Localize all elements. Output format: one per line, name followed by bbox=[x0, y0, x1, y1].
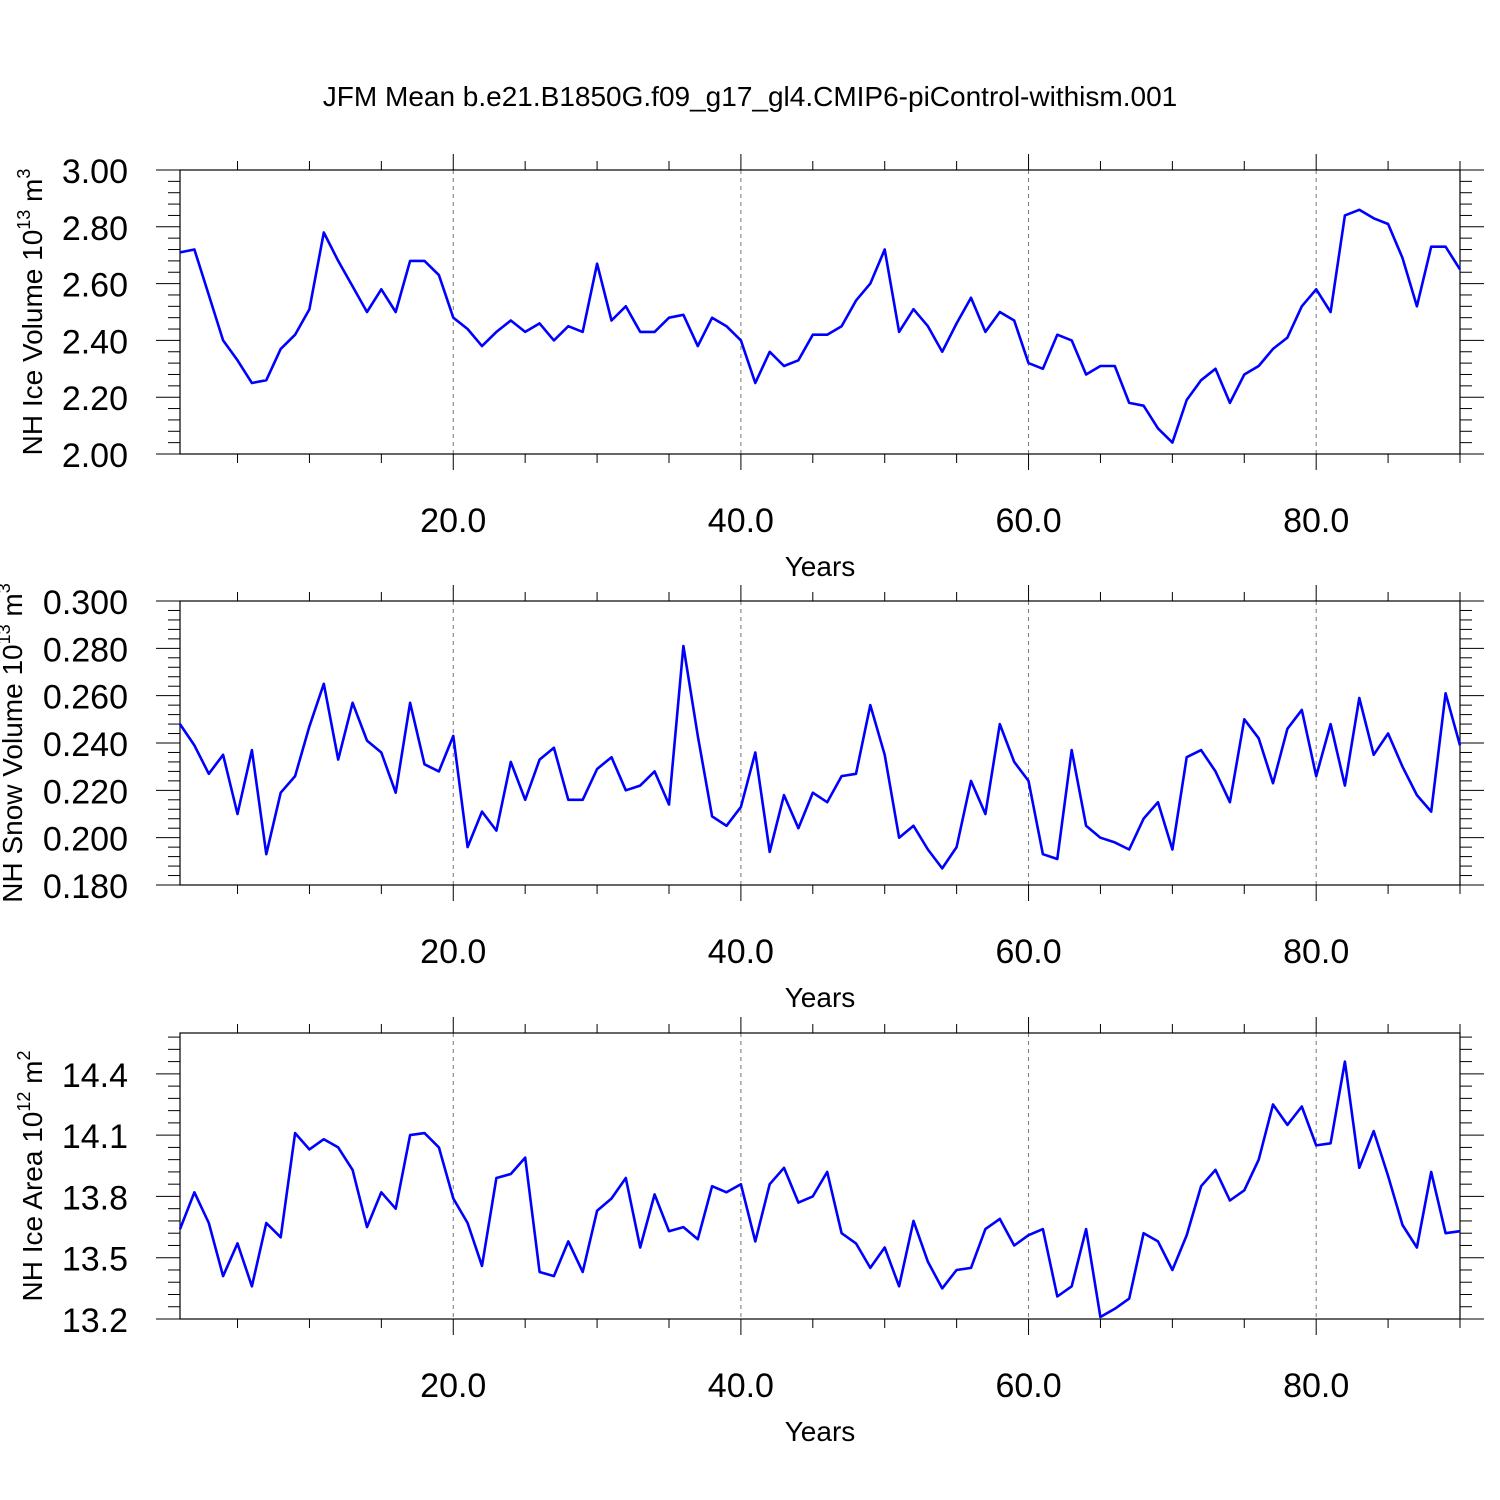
x-tick-label: 60.0 bbox=[995, 502, 1061, 540]
series-line bbox=[178, 1060, 1461, 1319]
y-tick-label: 3.00 bbox=[62, 153, 128, 191]
y-axis-label: NH Ice Volume 1013 m3 bbox=[14, 169, 48, 456]
y-tick-label: 0.180 bbox=[43, 868, 128, 906]
plot-frame bbox=[179, 1032, 1461, 1320]
y-tick-label: 13.2 bbox=[62, 1302, 128, 1340]
x-tick-label: 20.0 bbox=[420, 502, 486, 540]
x-tick-label: 20.0 bbox=[420, 933, 486, 971]
x-tick-label: 80.0 bbox=[1283, 933, 1349, 971]
panel-3: 13.2 13.5 13.8 14.1 14.4 20.0 40.0 60.0 80.0 Year… bbox=[14, 1017, 1484, 1447]
chart-title: JFM Mean b.e21.B1850G.f09_g17_gl4.CMIP6-… bbox=[323, 81, 1177, 112]
y-tick-label: 0.220 bbox=[43, 773, 128, 811]
y-axis-label: NH Snow Volume 1013 m3 bbox=[0, 583, 28, 903]
x-tick-label: 40.0 bbox=[708, 1367, 774, 1405]
y-axis-label: NH Ice Area 1012 m2 bbox=[14, 1050, 48, 1301]
panel-2: 0.180 0.200 0.220 0.240 0.260 0.280 0.300 20.0 4… bbox=[0, 583, 1484, 1013]
x-axis-label: Years bbox=[785, 1416, 856, 1447]
plot-frame bbox=[179, 169, 1461, 455]
x-tick-label: 80.0 bbox=[1283, 1367, 1349, 1405]
y-tick-label: 14.4 bbox=[62, 1057, 128, 1095]
x-axis-label: Years bbox=[785, 982, 856, 1013]
y-tick-label: 2.20 bbox=[62, 380, 128, 418]
y-tick-label: 2.80 bbox=[62, 210, 128, 248]
x-tick-label: 60.0 bbox=[995, 933, 1061, 971]
y-tick-label: 2.40 bbox=[62, 323, 128, 361]
series-line bbox=[179, 208, 1462, 444]
y-tick-label: 0.260 bbox=[43, 679, 128, 717]
x-tick-label: 60.0 bbox=[995, 1367, 1061, 1405]
x-axis-label: Years bbox=[785, 551, 856, 582]
y-tick-label: 13.8 bbox=[62, 1179, 128, 1217]
panels: 2.00 2.20 2.40 2.60 2.80 3.00 20.0 40.0 60.0 80.0… bbox=[0, 153, 1484, 1447]
y-tick-label: 0.300 bbox=[43, 584, 128, 622]
x-tick-label: 40.0 bbox=[708, 502, 774, 540]
x-tick-label: 20.0 bbox=[420, 1367, 486, 1405]
x-tick-label: 40.0 bbox=[708, 933, 774, 971]
series-line bbox=[178, 644, 1462, 870]
y-tick-label: 2.00 bbox=[62, 437, 128, 475]
y-tick-label: 0.240 bbox=[43, 726, 128, 764]
y-tick-label: 13.5 bbox=[62, 1241, 128, 1279]
y-tick-label: 0.280 bbox=[43, 631, 128, 669]
y-tick-label: 2.60 bbox=[62, 267, 128, 305]
y-tick-label: 0.200 bbox=[43, 821, 128, 859]
panel-1: 2.00 2.20 2.40 2.60 2.80 3.00 20.0 40.0 60.0 80.0… bbox=[14, 153, 1484, 582]
x-tick-label: 80.0 bbox=[1283, 502, 1349, 540]
y-tick-label: 14.1 bbox=[62, 1118, 128, 1156]
